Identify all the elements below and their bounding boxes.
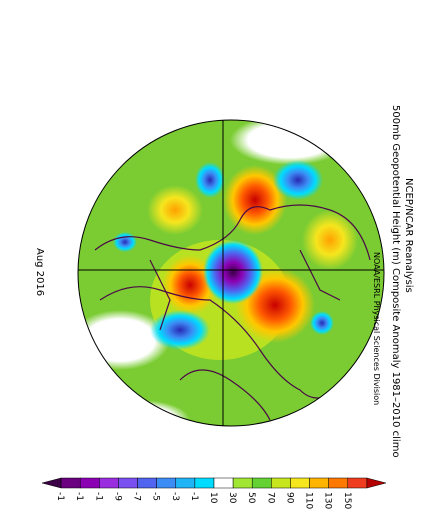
colorbar-box [60,477,81,489]
coastlines [94,204,371,421]
colorbar-box [232,477,253,489]
colorbar-label: -1 [93,492,103,501]
colorbar-box [99,477,119,489]
colorbar-box [347,477,368,489]
anomaly-map [78,120,384,426]
colorbar-box [290,477,310,489]
credit-label: NOAA/ESRL Physical Sciences Division [372,252,381,405]
colorbar-box [79,477,100,489]
colorbar-label: 10 [208,492,218,504]
period-label: Aug 2016 [34,248,45,296]
colorbar-box [309,477,329,489]
colorbar-label: 130 [323,492,333,509]
chart-title: 500mb Geopotential Height (m) Composite … [390,105,401,458]
colorbar-label: 70 [265,492,275,504]
colorbar-box [175,477,196,489]
colorbar-label: 150 [342,492,352,509]
colorbar-label: -7 [132,492,142,501]
colorbar-box [118,477,138,489]
colorbar-box [137,477,157,489]
colorbar-label: -3 [170,492,180,501]
source-label: NCEP/NCAR Reanalysis [403,178,414,293]
colorbar-box [271,477,291,489]
colorbar-label: -1 [55,492,65,501]
colorbar-end [41,477,62,489]
colorbar-label: -5 [151,492,161,501]
colorbar-box [194,477,215,489]
colorbar-box [213,477,234,489]
colorbar-label: -1 [74,492,84,501]
colorbar-label: 50 [246,492,256,504]
colorbar-label: 90 [284,492,294,504]
colorbar-box [156,477,177,489]
colorbar-end [366,477,387,489]
colorbar-label: 110 [304,492,314,509]
colorbar-box [328,477,349,489]
colorbar: -1 -1 -1 -9 -7 -5 -3 -1 10 30 50 70 90 110 130 150 [41,477,387,509]
colorbar-label: -9 [112,492,122,501]
colorbar-label: -1 [189,492,199,501]
colorbar-label: 30 [227,492,237,504]
colorbar-box [251,477,272,489]
map-border [77,119,385,427]
